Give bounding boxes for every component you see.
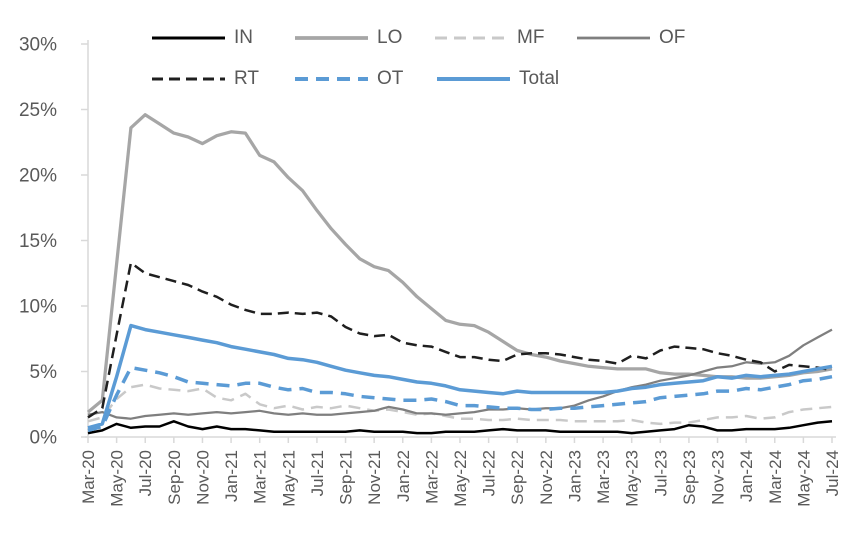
x-tick-label: Nov-20 (193, 450, 212, 505)
x-tick-label: Jan-21 (222, 450, 241, 502)
x-tick-label: Jul-24 (823, 450, 842, 496)
legend-line-sample-rt (152, 77, 225, 81)
legend-label: OT (377, 68, 404, 89)
y-tick-label: 20% (19, 166, 57, 187)
x-tick-label: Sep-21 (337, 450, 356, 505)
x-tick-label: Jan-23 (565, 450, 584, 502)
y-tick-label: 15% (19, 231, 57, 252)
legend-label: MF (517, 27, 545, 48)
x-tick-label: May-23 (623, 450, 642, 507)
legend-line-sample-in (152, 36, 225, 40)
series-line-total (87, 323, 833, 430)
legend-label: OF (659, 27, 686, 48)
series-line-lo (86, 113, 833, 414)
series-line-of (87, 328, 833, 420)
x-tick-label: Jul-21 (308, 450, 327, 496)
legend-item-in: IN (152, 27, 253, 49)
legend-item-mf: MF (435, 27, 544, 49)
legend-item-ot: OT (295, 68, 403, 90)
x-tick-label: Jan-22 (394, 450, 413, 502)
legend-label: LO (377, 27, 403, 48)
x-tick-label: May-22 (451, 450, 470, 507)
legend-line-sample-of (577, 36, 650, 40)
x-tick-label: Jul-22 (480, 450, 499, 496)
x-tick-label: May-24 (794, 450, 813, 507)
legend-item-of: OF (577, 27, 685, 49)
axes: 0% 5% 10% 15% 20% 25% 30% Mar-20 May-20 Jul-20 Sep… (19, 35, 842, 507)
x-tick-label: Jul-20 (136, 450, 155, 496)
x-tick-label: Jan-24 (737, 450, 756, 502)
y-tick-label: 0% (30, 428, 58, 449)
x-tick-label: May-20 (108, 450, 127, 507)
x-tick-label: Sep-23 (680, 450, 699, 505)
x-tick-label: Mar-23 (594, 450, 613, 504)
x-tick-label: Nov-22 (537, 450, 556, 505)
x-tick-label: Sep-20 (165, 450, 184, 505)
x-tick-label: Nov-23 (709, 450, 728, 505)
series-line-rt (87, 261, 833, 419)
legend-line-sample-mf (435, 36, 508, 40)
x-tick-label: Mar-21 (251, 450, 270, 504)
legend-line-sample-total (437, 77, 510, 81)
legend-line-sample-ot (295, 77, 368, 81)
legend-item-rt: RT (152, 68, 259, 90)
legend-label: RT (234, 68, 259, 89)
x-tick-label: Mar-24 (766, 450, 785, 504)
series-line-ot (87, 365, 833, 433)
x-tick-label: Mar-22 (422, 450, 441, 504)
series-lines (86, 113, 833, 435)
legend-line-sample-lo (295, 36, 368, 40)
x-tick-label: May-21 (279, 450, 298, 507)
series-line-in (87, 420, 833, 435)
legend-label: IN (234, 27, 253, 48)
x-tick-label: Mar-20 (79, 450, 98, 504)
legend-label: Total (519, 68, 560, 89)
chart-legend: IN LO MF OF RT OT Total (0, 0, 852, 100)
series-line-mf (87, 383, 833, 426)
x-tick-label: Jul-23 (651, 450, 670, 496)
legend-item-total: Total (437, 68, 559, 90)
y-tick-label: 30% (19, 35, 57, 56)
x-tick-label: Nov-21 (365, 450, 384, 505)
y-tick-label: 25% (19, 100, 57, 121)
x-tick-label: Sep-22 (508, 450, 527, 505)
y-tick-label: 5% (30, 362, 58, 383)
legend-item-lo: LO (295, 27, 402, 49)
y-tick-label: 10% (19, 297, 57, 318)
